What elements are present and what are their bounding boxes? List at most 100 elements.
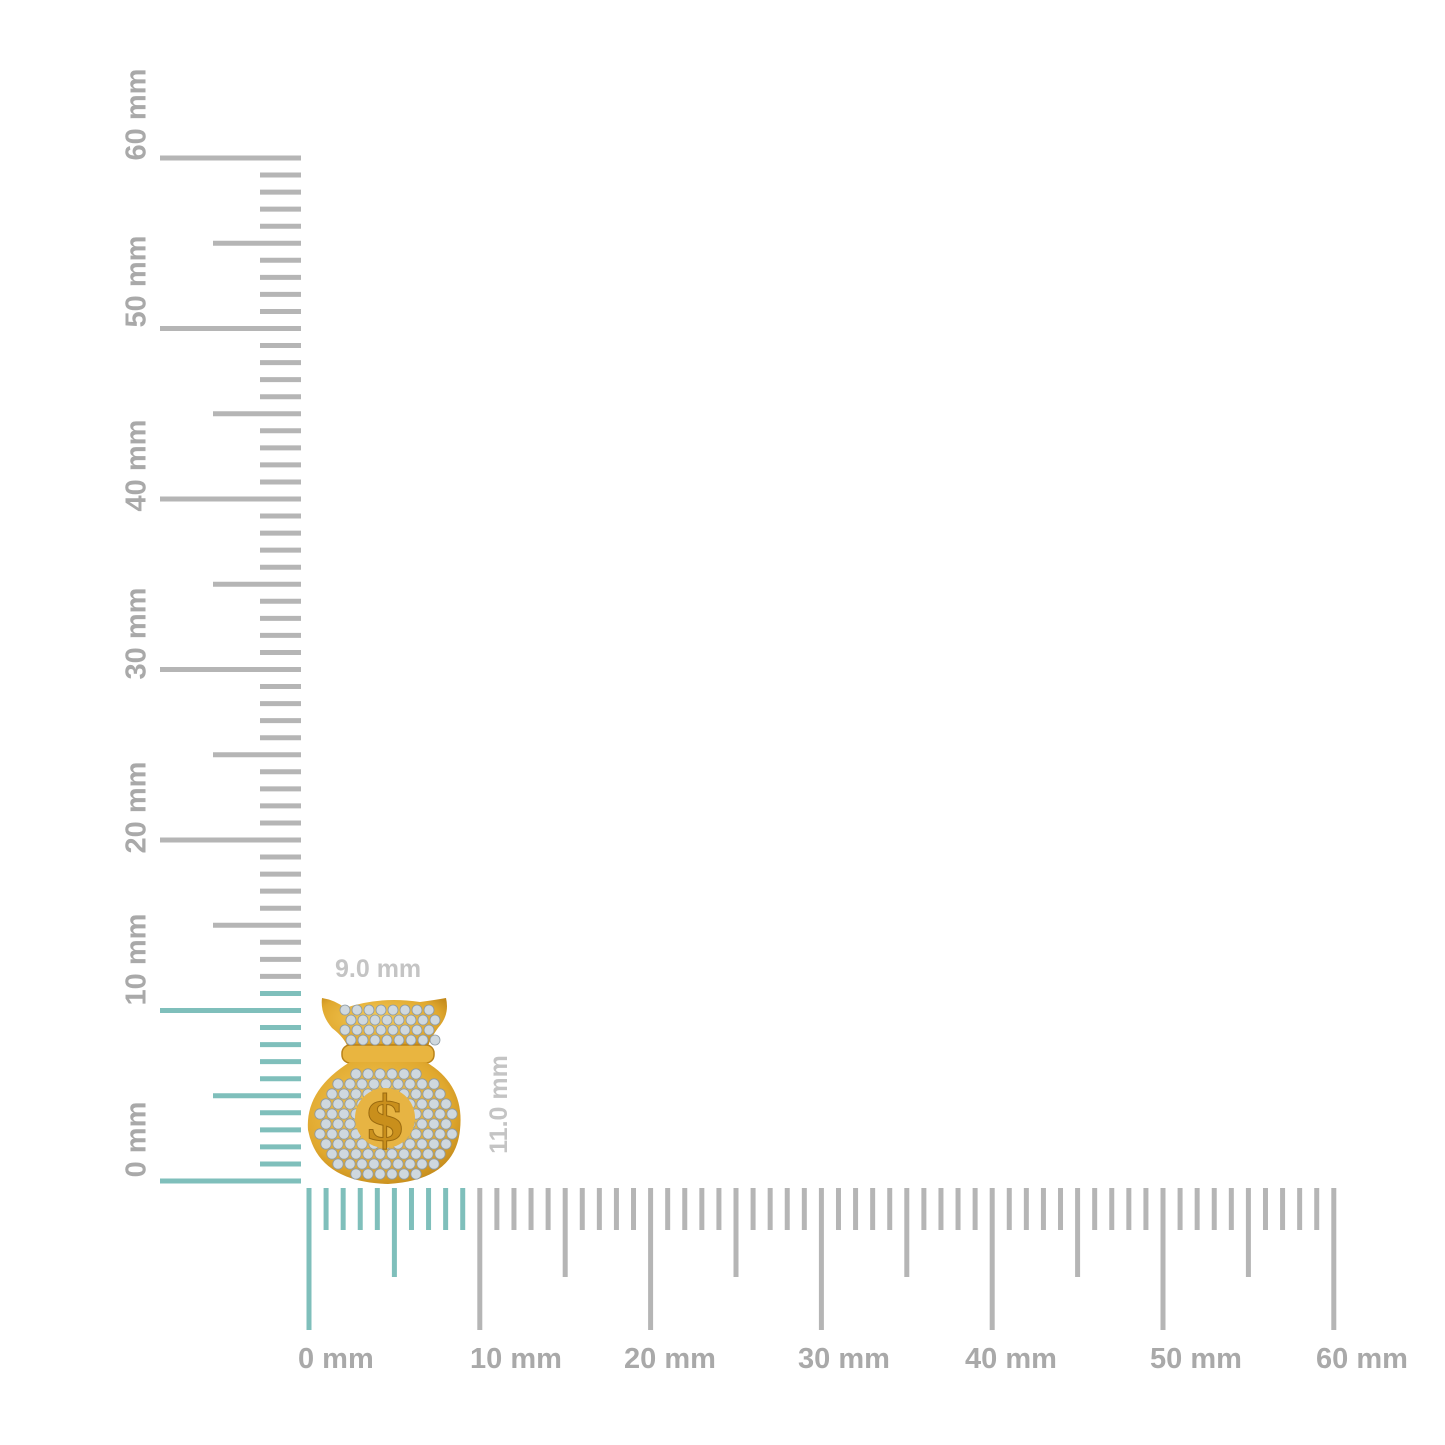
diamond-stone: [411, 1024, 423, 1036]
diamond-stone: [356, 1158, 368, 1170]
diamond-stone: [423, 1004, 435, 1016]
diamond-stone: [356, 1138, 368, 1150]
diamond-stone: [332, 1078, 344, 1090]
diamond-stone: [320, 1138, 332, 1150]
diamond-stone: [326, 1088, 338, 1100]
diamond-stone: [332, 1138, 344, 1150]
vertical-ruler-label: 10 mm: [120, 913, 153, 1006]
diamond-stone: [393, 1034, 405, 1046]
diamond-stone: [446, 1108, 458, 1120]
diamond-stone: [440, 1118, 452, 1130]
diamond-stone: [422, 1108, 434, 1120]
diamond-stone: [362, 1168, 374, 1180]
diamond-stone: [410, 1128, 422, 1140]
diamond-stone: [356, 1078, 368, 1090]
diamond-stone: [350, 1068, 362, 1080]
horizontal-ruler-label: 0 mm: [298, 1343, 374, 1375]
diamond-stone: [326, 1128, 338, 1140]
vertical-ruler-label: 0 mm: [120, 1101, 153, 1178]
diamond-stone: [338, 1088, 350, 1100]
horizontal-ruler-label: 20 mm: [624, 1343, 716, 1375]
diamond-stone: [393, 1014, 405, 1026]
diamond-stone: [320, 1118, 332, 1130]
diamond-stone: [338, 1148, 350, 1160]
diamond-stone: [434, 1108, 446, 1120]
diamond-stone: [369, 1034, 381, 1046]
diamond-stone: [410, 1068, 422, 1080]
diamond-stone: [417, 1014, 429, 1026]
diamond-stone: [375, 1004, 387, 1016]
diamond-stone: [404, 1078, 416, 1090]
diamond-stone: [429, 1014, 441, 1026]
diamond-stone: [338, 1128, 350, 1140]
diamond-stone: [422, 1088, 434, 1100]
diamond-stone: [369, 1014, 381, 1026]
diamond-stone: [374, 1068, 386, 1080]
diamond-stone: [387, 1024, 399, 1036]
diamond-stone: [410, 1088, 422, 1100]
diamond-stone: [417, 1034, 429, 1046]
horizontal-ruler-label: 10 mm: [470, 1343, 562, 1375]
diamond-stone: [351, 1004, 363, 1016]
money-bag-pendant-image: $: [307, 998, 461, 1184]
diamond-stone: [428, 1078, 440, 1090]
diamond-stone: [345, 1034, 357, 1046]
diamond-stone: [350, 1148, 362, 1160]
diamond-stone: [423, 1024, 435, 1036]
diamond-stone: [381, 1014, 393, 1026]
diamond-stone: [320, 1098, 332, 1110]
width-dimension-label: 9.0 mm: [335, 955, 422, 983]
horizontal-ruler-label: 30 mm: [798, 1343, 890, 1375]
horizontal-ruler-label: 60 mm: [1316, 1343, 1408, 1375]
diamond-stone: [392, 1078, 404, 1090]
diamond-stone: [344, 1098, 356, 1110]
diamond-stone: [314, 1108, 326, 1120]
diamond-stone: [428, 1118, 440, 1130]
diamond-stone: [344, 1138, 356, 1150]
diamond-stone: [386, 1068, 398, 1080]
diamond-stone: [429, 1034, 441, 1046]
diamond-stone: [386, 1168, 398, 1180]
vertical-ruler-label: 60 mm: [120, 68, 153, 161]
diamond-stone: [387, 1004, 399, 1016]
height-dimension-label: 11.0 mm: [484, 1055, 513, 1154]
diamond-stone: [350, 1088, 362, 1100]
diamond-stone: [374, 1148, 386, 1160]
diamond-stone: [326, 1148, 338, 1160]
diamond-stone: [398, 1068, 410, 1080]
diamond-stone: [380, 1158, 392, 1170]
diamond-stone: [345, 1014, 357, 1026]
diamond-stone: [405, 1014, 417, 1026]
diamond-stone: [344, 1158, 356, 1170]
diamond-stone: [404, 1158, 416, 1170]
diamond-stone: [446, 1128, 458, 1140]
diamond-stone: [368, 1158, 380, 1170]
diamond-stone: [416, 1138, 428, 1150]
diamond-stone: [363, 1024, 375, 1036]
diamond-stone: [398, 1148, 410, 1160]
diamond-stone: [428, 1158, 440, 1170]
diamond-stone: [374, 1168, 386, 1180]
diamond-stone: [350, 1168, 362, 1180]
diamond-stone: [332, 1118, 344, 1130]
diamond-stone: [375, 1024, 387, 1036]
diamond-stone: [362, 1068, 374, 1080]
diamond-stone: [381, 1034, 393, 1046]
diamond-stone: [326, 1108, 338, 1120]
diamond-stone: [428, 1098, 440, 1110]
diamond-stone: [434, 1088, 446, 1100]
horizontal-ruler-label: 50 mm: [1150, 1343, 1242, 1375]
diamond-stone: [428, 1138, 440, 1150]
diamond-stone: [422, 1148, 434, 1160]
diamond-stone: [399, 1004, 411, 1016]
diamond-stone: [339, 1004, 351, 1016]
diamond-stone: [440, 1098, 452, 1110]
diamond-stone: [332, 1098, 344, 1110]
diamond-stone: [416, 1078, 428, 1090]
diamond-stone: [410, 1168, 422, 1180]
diamond-stone: [410, 1148, 422, 1160]
diamond-stone: [440, 1138, 452, 1150]
diamond-stone: [399, 1024, 411, 1036]
diamond-stone: [357, 1034, 369, 1046]
